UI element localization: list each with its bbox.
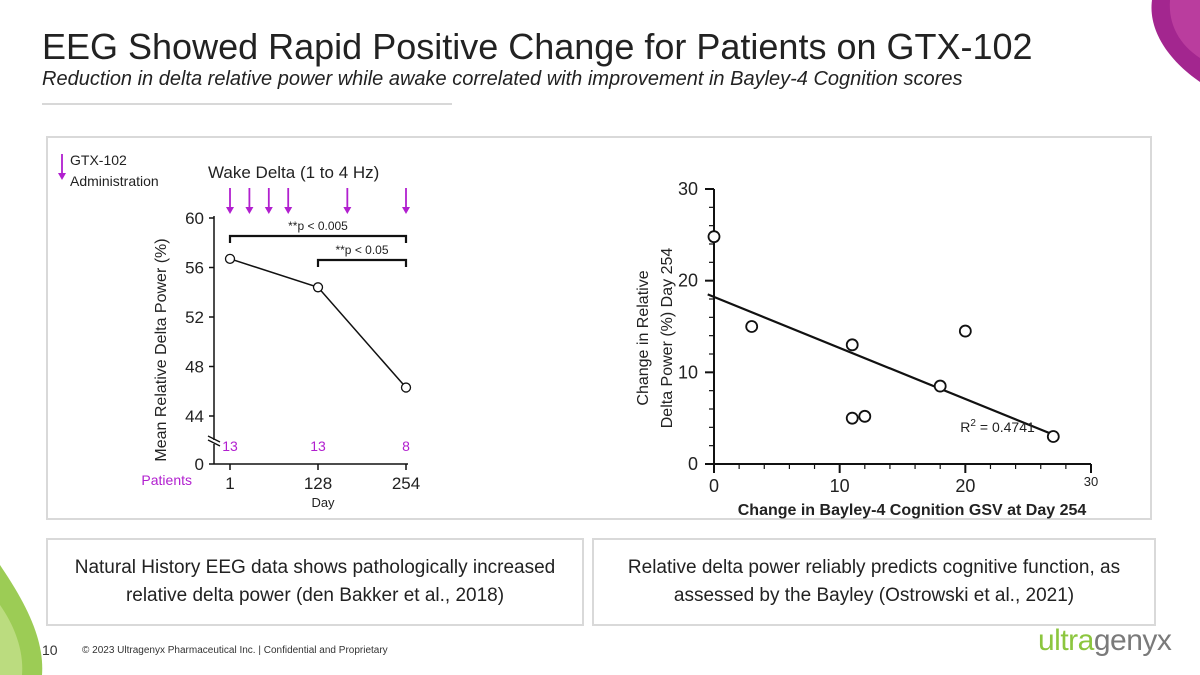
line-chart-x-label: Day (311, 495, 335, 510)
line-chart-y-tick-label-2: 52 (185, 308, 204, 327)
r-squared-annotation: R2 = 0.4741 (960, 418, 1035, 435)
line-series-path (229, 258, 407, 389)
title-divider (42, 103, 452, 105)
page-title: EEG Showed Rapid Positive Change for Pat… (42, 26, 1033, 67)
line-point-1 (312, 282, 324, 293)
line-chart-x-tick-label-0: 1 (225, 474, 234, 493)
scatter-y-tick-label-1: 10 (678, 362, 698, 382)
administration-arrow-5 (402, 188, 410, 214)
note-natural-history-text: Natural History EEG data shows pathologi… (74, 557, 556, 606)
line-chart-y-tick-label-3: 56 (185, 259, 204, 278)
scatter-point-2 (845, 338, 859, 352)
administration-arrow-2 (264, 188, 273, 214)
line-chart-y-tick-label-0: 44 (185, 407, 204, 426)
line-chart-x-tick-label-2: 254 (392, 474, 420, 493)
administration-arrow-1 (245, 188, 254, 214)
scatter-y-tick-label-0: 0 (688, 454, 698, 474)
corner-decoration-top (1151, 0, 1200, 82)
legend-label-line2: Administration (70, 173, 159, 189)
line-chart-y-tick-label-4: 60 (185, 209, 204, 228)
significance-label-0: **p < 0.005 (288, 219, 348, 233)
line-chart-title: Wake Delta (1 to 4 Hz) (208, 163, 379, 182)
scatter-y-tick-label-2: 20 (678, 271, 698, 291)
patient-count-1: 13 (310, 438, 326, 454)
corner-decoration-bottom (0, 565, 43, 675)
footer-copyright: © 2023 Ultragenyx Pharmaceutical Inc. | … (82, 645, 388, 656)
significance-bracket-0 (228, 234, 408, 243)
line-chart-y-label: Mean Relative Delta Power (%) (153, 238, 170, 461)
administration-arrow-0 (226, 188, 234, 214)
scatter-x-tick-label-0: 0 (709, 476, 719, 496)
line-point-0 (224, 253, 236, 264)
patient-count-2: 8 (402, 438, 410, 454)
legend-arrow-icon (58, 154, 66, 180)
administration-arrow-4 (343, 188, 352, 214)
note-bayley-prediction-text: Relative delta power reliably predicts c… (627, 557, 1121, 606)
scatter-y-tick-label-3: 30 (678, 179, 698, 199)
scatter-x-tick-label-1: 10 (830, 476, 850, 496)
administration-arrow-3 (284, 188, 293, 214)
scatter-point-3 (845, 411, 859, 425)
charts-canvas: GTX-102 Administration Wake Delta (1 to 4 … (58, 152, 1098, 519)
scatter-y-label-line2: Delta Power (%) Day 254 (659, 248, 676, 429)
company-logo: ultragenyx (1038, 624, 1172, 658)
scatter-trendline (707, 293, 1054, 436)
logo-part-genyx: genyx (1093, 624, 1172, 657)
significance-label-1: **p < 0.05 (335, 243, 388, 257)
chart-panel: GTX-102 Administration Wake Delta (1 to 4 … (46, 136, 1152, 520)
line-chart-x-tick-label-1: 128 (304, 474, 332, 493)
line-chart-axis-break-lower (207, 439, 221, 447)
scatter-x-tick-label-3: 30 (1084, 474, 1098, 489)
page-number: 10 (42, 642, 58, 658)
scatter-point-7 (1046, 430, 1060, 443)
line-chart-axis-break-upper (207, 435, 221, 443)
scatter-point-5 (933, 379, 947, 393)
patients-label: Patients (141, 472, 192, 488)
scatter-point-6 (958, 324, 972, 338)
line-chart-y-tick-label-1: 48 (185, 358, 204, 377)
note-natural-history: Natural History EEG data shows pathologi… (46, 538, 584, 626)
logo-part-ultra: ultra (1038, 624, 1094, 657)
note-bayley-prediction: Relative delta power reliably predicts c… (592, 538, 1156, 626)
scatter-x-tick-label-2: 20 (955, 476, 975, 496)
scatter-point-4 (858, 409, 872, 423)
scatter-x-label: Change in Bayley-4 Cognition GSV at Day … (738, 502, 1087, 519)
scatter-y-label-line1: Change in Relative (635, 270, 652, 405)
patient-count-0: 13 (222, 438, 238, 454)
line-chart-y-zero-label: 0 (195, 455, 204, 474)
significance-bracket-1 (316, 258, 408, 267)
line-point-2 (400, 382, 412, 393)
scatter-point-0 (707, 230, 721, 244)
page-subtitle: Reduction in delta relative power while … (42, 68, 963, 90)
legend-label-line1: GTX-102 (70, 152, 127, 168)
scatter-point-1 (745, 320, 759, 333)
